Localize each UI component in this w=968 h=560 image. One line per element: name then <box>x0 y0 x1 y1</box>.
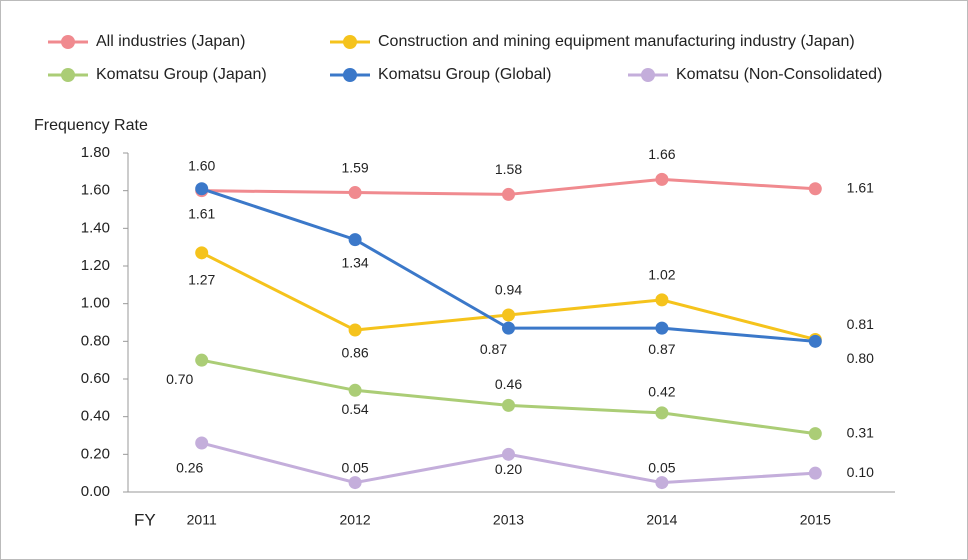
data-label: 0.80 <box>847 350 874 366</box>
y-tick-label: 0.60 <box>81 370 110 387</box>
data-point <box>502 398 515 412</box>
data-point <box>655 406 669 420</box>
data-point <box>808 466 822 480</box>
legend-marker <box>61 68 75 82</box>
data-label: 0.05 <box>341 459 368 475</box>
x-tick-label: 2012 <box>340 512 371 528</box>
data-label: 0.26 <box>176 460 203 476</box>
data-label: 0.70 <box>166 371 193 387</box>
legend-marker <box>641 68 655 82</box>
x-tick-label: 2014 <box>646 512 677 528</box>
legend-label: Construction and mining equipment manufa… <box>378 33 855 50</box>
y-tick-label: 1.60 <box>81 182 110 199</box>
data-label: 1.61 <box>188 205 215 221</box>
data-point <box>195 436 209 450</box>
data-point <box>195 246 209 260</box>
data-label: 0.86 <box>341 345 368 361</box>
y-tick-label: 0.00 <box>81 483 110 500</box>
data-label: 0.54 <box>341 401 368 417</box>
data-point <box>348 233 362 247</box>
data-label: 0.87 <box>648 341 675 357</box>
y-tick-label: 1.20 <box>81 257 110 274</box>
y-tick-label: 0.40 <box>81 408 110 425</box>
data-label: 0.94 <box>495 282 522 298</box>
data-point <box>655 476 669 490</box>
data-label: 1.66 <box>648 146 675 162</box>
data-point <box>502 447 515 461</box>
legend-label: Komatsu Group (Global) <box>378 66 551 83</box>
data-point <box>808 427 822 441</box>
data-label: 1.34 <box>341 254 368 270</box>
data-label: 1.27 <box>188 272 215 288</box>
data-label: 0.20 <box>495 461 522 477</box>
data-label: 0.87 <box>480 341 507 357</box>
y-axis-label: Frequency Rate <box>34 117 148 134</box>
data-point <box>348 383 362 397</box>
data-point <box>348 476 362 490</box>
y-tick-label: 1.80 <box>81 144 110 161</box>
data-label: 1.58 <box>495 161 522 177</box>
y-tick-label: 1.00 <box>81 295 110 312</box>
legend-marker <box>343 35 357 49</box>
data-point <box>348 323 362 337</box>
data-point <box>195 182 209 196</box>
data-point <box>808 334 822 348</box>
data-point <box>348 186 362 200</box>
y-tick-label: 0.80 <box>81 332 110 349</box>
x-tick-label: 2013 <box>493 512 524 528</box>
legend-label: Komatsu (Non-Consolidated) <box>676 66 882 83</box>
data-label: 0.10 <box>847 464 874 480</box>
legend-marker <box>343 68 357 82</box>
data-label: 0.05 <box>648 459 675 475</box>
data-label: 1.61 <box>847 179 874 195</box>
data-point <box>655 321 669 335</box>
x-axis-label: FY <box>134 510 156 529</box>
legend-marker <box>61 35 75 49</box>
data-point <box>655 293 669 307</box>
data-label: 0.81 <box>847 316 874 332</box>
data-point <box>502 187 515 201</box>
y-tick-label: 1.40 <box>81 219 110 236</box>
data-label: 0.42 <box>648 384 675 400</box>
y-tick-label: 0.20 <box>81 445 110 462</box>
data-label: 1.02 <box>648 267 675 283</box>
data-label: 0.31 <box>847 424 874 440</box>
data-label: 1.59 <box>341 159 368 175</box>
data-point <box>655 172 669 186</box>
x-tick-label: 2011 <box>187 512 217 528</box>
legend-label: All industries (Japan) <box>96 33 245 50</box>
data-point <box>502 321 515 335</box>
data-label: 1.60 <box>188 157 215 173</box>
data-point <box>502 308 515 322</box>
x-tick-label: 2015 <box>800 512 831 528</box>
data-point <box>808 182 822 196</box>
data-label: 0.46 <box>495 376 522 392</box>
legend-label: Komatsu Group (Japan) <box>96 66 267 83</box>
data-point <box>195 353 209 367</box>
